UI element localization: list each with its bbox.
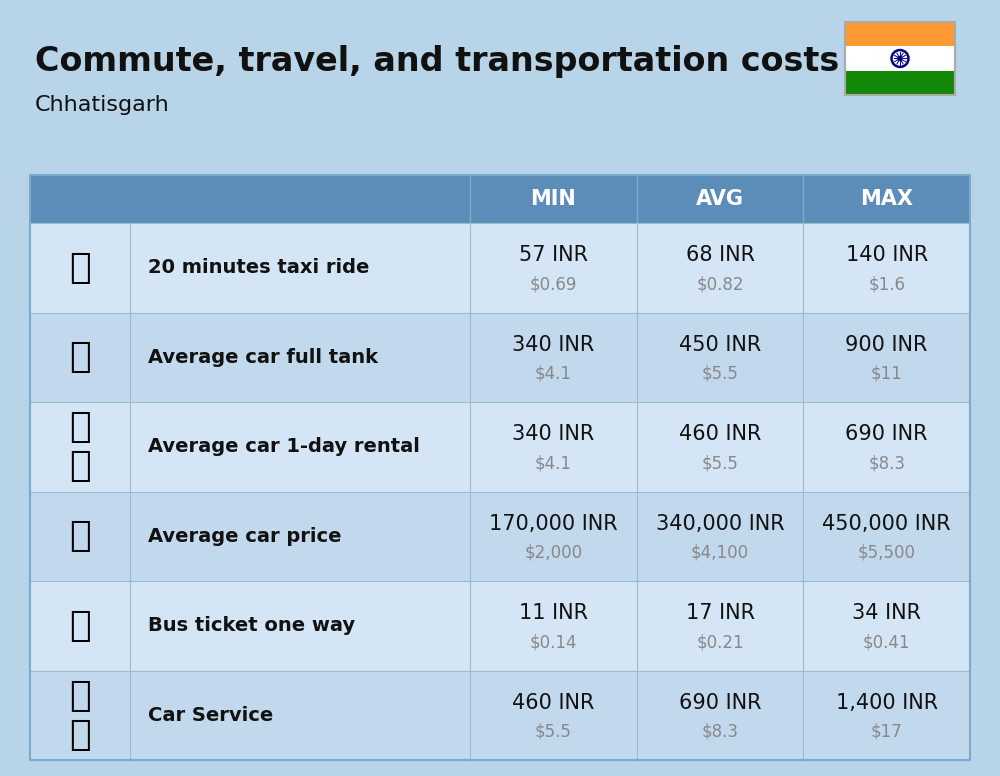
Text: $0.41: $0.41 <box>863 633 910 651</box>
Text: 450 INR: 450 INR <box>679 334 761 355</box>
Text: 170,000 INR: 170,000 INR <box>489 514 618 534</box>
Circle shape <box>894 52 906 65</box>
Text: $5,500: $5,500 <box>858 544 916 562</box>
Text: $8.3: $8.3 <box>868 454 905 473</box>
Text: $5.5: $5.5 <box>702 365 738 383</box>
Text: Average car price: Average car price <box>148 527 342 546</box>
Bar <box>845 22 955 47</box>
Text: 🚌: 🚌 <box>69 608 91 643</box>
Text: $0.14: $0.14 <box>530 633 577 651</box>
Text: $1.6: $1.6 <box>868 275 905 293</box>
Text: $11: $11 <box>871 365 903 383</box>
Text: $0.69: $0.69 <box>530 275 577 293</box>
Text: 450,000 INR: 450,000 INR <box>822 514 951 534</box>
Text: Average car full tank: Average car full tank <box>148 348 378 367</box>
Bar <box>845 71 955 95</box>
Bar <box>845 22 955 95</box>
Text: 460 INR: 460 INR <box>512 693 595 712</box>
Text: $0.21: $0.21 <box>696 633 744 651</box>
Text: 🔧
🚗: 🔧 🚗 <box>69 678 91 752</box>
Text: 17 INR: 17 INR <box>686 603 755 623</box>
Circle shape <box>891 50 909 68</box>
Bar <box>30 175 970 760</box>
Bar <box>30 670 970 760</box>
Text: MIN: MIN <box>530 189 576 209</box>
Text: $5.5: $5.5 <box>535 722 572 741</box>
Bar <box>30 402 970 491</box>
Bar <box>30 223 970 313</box>
Text: 690 INR: 690 INR <box>679 693 761 712</box>
Text: 🚕: 🚕 <box>69 251 91 285</box>
Text: $4.1: $4.1 <box>535 365 572 383</box>
Text: Chhatisgarh: Chhatisgarh <box>35 95 170 115</box>
Text: 340 INR: 340 INR <box>512 424 594 444</box>
Text: 🔑
🚙: 🔑 🚙 <box>69 410 91 483</box>
Bar <box>30 581 970 670</box>
Text: $4.1: $4.1 <box>535 454 572 473</box>
Text: 57 INR: 57 INR <box>519 245 588 265</box>
Text: 🚗: 🚗 <box>69 519 91 553</box>
Text: 460 INR: 460 INR <box>679 424 761 444</box>
Text: $5.5: $5.5 <box>702 454 738 473</box>
Bar <box>30 491 970 581</box>
Text: AVG: AVG <box>696 189 744 209</box>
Text: Car Service: Car Service <box>148 705 273 725</box>
Text: Bus ticket one way: Bus ticket one way <box>148 616 355 636</box>
Bar <box>30 313 970 402</box>
Bar <box>30 175 970 223</box>
Circle shape <box>898 57 902 61</box>
Text: ⛽: ⛽ <box>69 340 91 374</box>
Text: $0.82: $0.82 <box>696 275 744 293</box>
Text: 340 INR: 340 INR <box>512 334 594 355</box>
Text: 140 INR: 140 INR <box>846 245 928 265</box>
Text: $2,000: $2,000 <box>524 544 582 562</box>
Text: $17: $17 <box>871 722 903 741</box>
Text: 900 INR: 900 INR <box>845 334 928 355</box>
Text: 20 minutes taxi ride: 20 minutes taxi ride <box>148 258 369 277</box>
Text: 340,000 INR: 340,000 INR <box>656 514 784 534</box>
Text: $4,100: $4,100 <box>691 544 749 562</box>
Text: 1,400 INR: 1,400 INR <box>836 693 938 712</box>
Text: 690 INR: 690 INR <box>845 424 928 444</box>
Text: MAX: MAX <box>860 189 913 209</box>
Text: $8.3: $8.3 <box>702 722 738 741</box>
Text: 68 INR: 68 INR <box>686 245 755 265</box>
Text: 11 INR: 11 INR <box>519 603 588 623</box>
Bar <box>845 47 955 71</box>
Text: Commute, travel, and transportation costs: Commute, travel, and transportation cost… <box>35 45 839 78</box>
Text: Average car 1-day rental: Average car 1-day rental <box>148 437 420 456</box>
Text: 34 INR: 34 INR <box>852 603 921 623</box>
